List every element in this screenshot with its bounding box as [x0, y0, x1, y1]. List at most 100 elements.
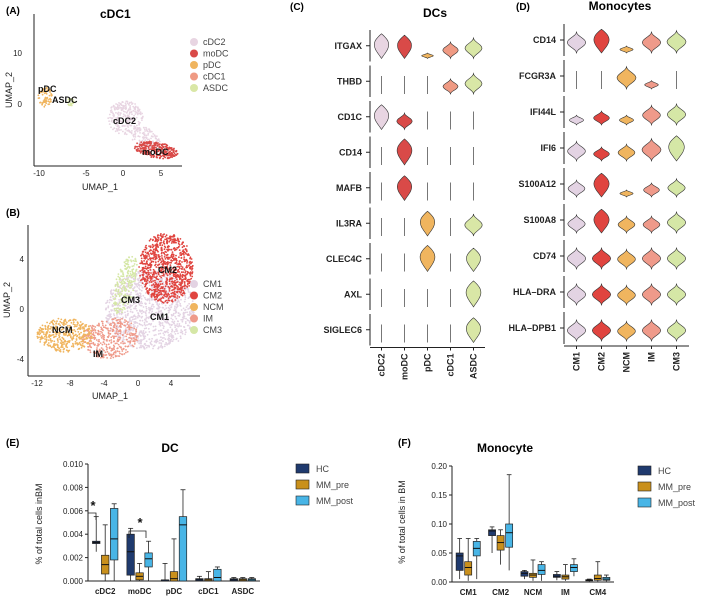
cell-point [148, 338, 151, 341]
cell-point [121, 279, 124, 282]
cell-point [147, 134, 150, 136]
violin-shape [619, 45, 634, 54]
legend-swatch [637, 481, 652, 492]
cell-point [138, 342, 141, 344]
cell-point [187, 280, 190, 283]
cell-point [112, 356, 115, 359]
cell-point [137, 107, 140, 110]
cell-point [113, 115, 115, 118]
violin-shape [668, 135, 685, 162]
cell-point [137, 120, 140, 123]
cell-point [183, 278, 185, 281]
cell-point [137, 284, 140, 286]
cell-point [153, 291, 156, 294]
cell-point [121, 283, 123, 285]
cell-point [177, 286, 180, 289]
cell-point [159, 258, 162, 261]
cell-point [82, 336, 85, 339]
cell-point [164, 250, 167, 253]
cell-point [163, 245, 166, 248]
cell-point [112, 105, 115, 108]
cell-point [129, 131, 132, 134]
cell-point [72, 321, 75, 324]
cell-point [157, 333, 160, 335]
cell-point [115, 332, 118, 334]
cell-point [75, 338, 78, 340]
box [144, 552, 153, 568]
cell-point [166, 277, 168, 280]
violin-shape [567, 179, 586, 198]
cell-point [152, 133, 155, 135]
violin-shape [667, 177, 686, 199]
cell-point [122, 115, 125, 118]
cell-point [146, 151, 149, 154]
cell-point [161, 148, 164, 150]
cell-point [72, 98, 74, 101]
cell-point [115, 288, 118, 291]
cell-point [156, 240, 159, 243]
cell-point [72, 100, 75, 103]
cell-point [164, 300, 167, 303]
cell-point [184, 322, 187, 325]
cell-point [127, 312, 129, 315]
cell-point [128, 318, 131, 321]
cell-point [171, 289, 173, 292]
cell-point [165, 290, 167, 292]
cell-point [138, 276, 141, 279]
cell-point [153, 344, 156, 347]
cell-point [158, 342, 161, 344]
cell-point [173, 290, 176, 293]
cell-point [133, 133, 136, 136]
cell-point [93, 338, 96, 340]
cell-point [122, 113, 125, 116]
cell-point [161, 257, 163, 259]
box [520, 571, 529, 577]
cell-point [181, 266, 184, 268]
cell-point [171, 328, 174, 331]
cell-point [69, 324, 71, 327]
cell-point [191, 264, 194, 267]
cell-point [111, 117, 114, 120]
panel-f-label: (F) [398, 438, 411, 449]
cell-point [128, 333, 131, 336]
cell-point [142, 267, 145, 270]
cell-point [122, 332, 125, 334]
cell-point [148, 298, 150, 301]
cell-point [113, 298, 115, 301]
cell-point [150, 137, 152, 140]
cell-point [187, 297, 190, 300]
cell-point [132, 119, 135, 122]
cell-point [125, 133, 128, 136]
cell-point [90, 326, 93, 329]
cell-point [80, 346, 83, 349]
cell-point [162, 153, 165, 156]
cell-point [177, 299, 180, 302]
cell-point [174, 309, 177, 312]
cell-point [44, 104, 47, 106]
cell-point [182, 289, 185, 292]
cell-point [70, 104, 73, 107]
violin-shape [396, 112, 413, 131]
cell-point [125, 349, 127, 351]
cell-point [71, 329, 74, 332]
cell-point [176, 278, 178, 281]
cell-point [112, 128, 114, 131]
cell-point [76, 323, 79, 326]
cell-point [152, 298, 154, 301]
cell-point [167, 331, 169, 334]
cell-point [171, 153, 174, 155]
cell-point [96, 324, 99, 327]
gene-label: HLA–DPB1 [508, 323, 556, 333]
cell-point [154, 257, 157, 260]
cell-point [188, 278, 191, 281]
cell-point [180, 265, 183, 267]
cell-point [109, 296, 112, 299]
cell-point [119, 308, 122, 310]
cell-point [141, 132, 144, 135]
cell-point [129, 334, 132, 337]
cell-point [158, 139, 160, 142]
cell-point [98, 343, 100, 346]
cell-point [172, 338, 175, 341]
cell-point [67, 101, 70, 104]
